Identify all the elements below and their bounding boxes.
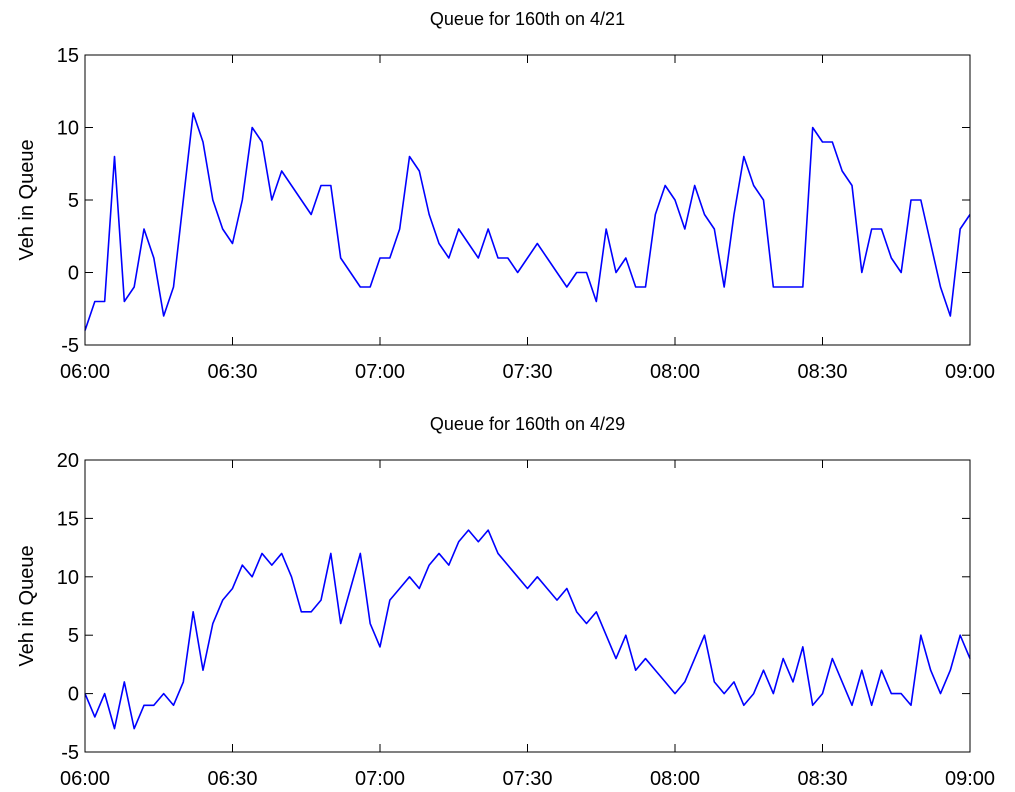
x-tick-label: 07:00 (355, 768, 405, 790)
x-tick-label: 06:30 (207, 768, 257, 790)
chart-title: Queue for 160th on 4/21 (430, 9, 625, 29)
y-tick-label: 5 (68, 625, 79, 647)
y-tick-label: 0 (68, 684, 79, 706)
y-tick-label: 0 (68, 263, 79, 285)
x-tick-label: 06:00 (60, 768, 110, 790)
x-tick-label: 08:30 (797, 361, 847, 383)
x-tick-label: 09:00 (945, 361, 995, 383)
y-tick-label: 10 (57, 567, 79, 589)
data-line (84, 529, 971, 730)
x-tick-label: 06:30 (207, 361, 257, 383)
y-tick-label: -5 (61, 742, 79, 764)
x-tick-label: 08:00 (650, 768, 700, 790)
x-tick-label: 08:00 (650, 361, 700, 383)
y-tick-label: 10 (57, 118, 79, 140)
data-line (84, 112, 971, 331)
y-tick-label: 15 (57, 45, 79, 67)
y-tick-label: -5 (61, 335, 79, 357)
axes-box (84, 459, 971, 753)
y-axis-label: Veh in Queue (16, 545, 38, 666)
subplot: Queue for 160th on 4/21 Veh in Queue -5 0 5 1… (16, 9, 995, 383)
axes-box (84, 54, 971, 346)
x-tick-label: 07:30 (502, 768, 552, 790)
y-axis-label: Veh in Queue (16, 139, 38, 260)
x-tick-label: 08:30 (797, 768, 847, 790)
x-tick-label: 06:00 (60, 361, 110, 383)
x-tick-label: 07:00 (355, 361, 405, 383)
x-tick-label: 09:00 (945, 768, 995, 790)
y-tick-label: 15 (57, 508, 79, 530)
y-tick-label: 20 (57, 450, 79, 472)
y-tick-label: 5 (68, 190, 79, 212)
chart-title: Queue for 160th on 4/29 (430, 414, 625, 434)
x-tick-label: 07:30 (502, 361, 552, 383)
subplot: Queue for 160th on 4/29 Veh in Queue -5 0 5 1… (16, 414, 995, 790)
